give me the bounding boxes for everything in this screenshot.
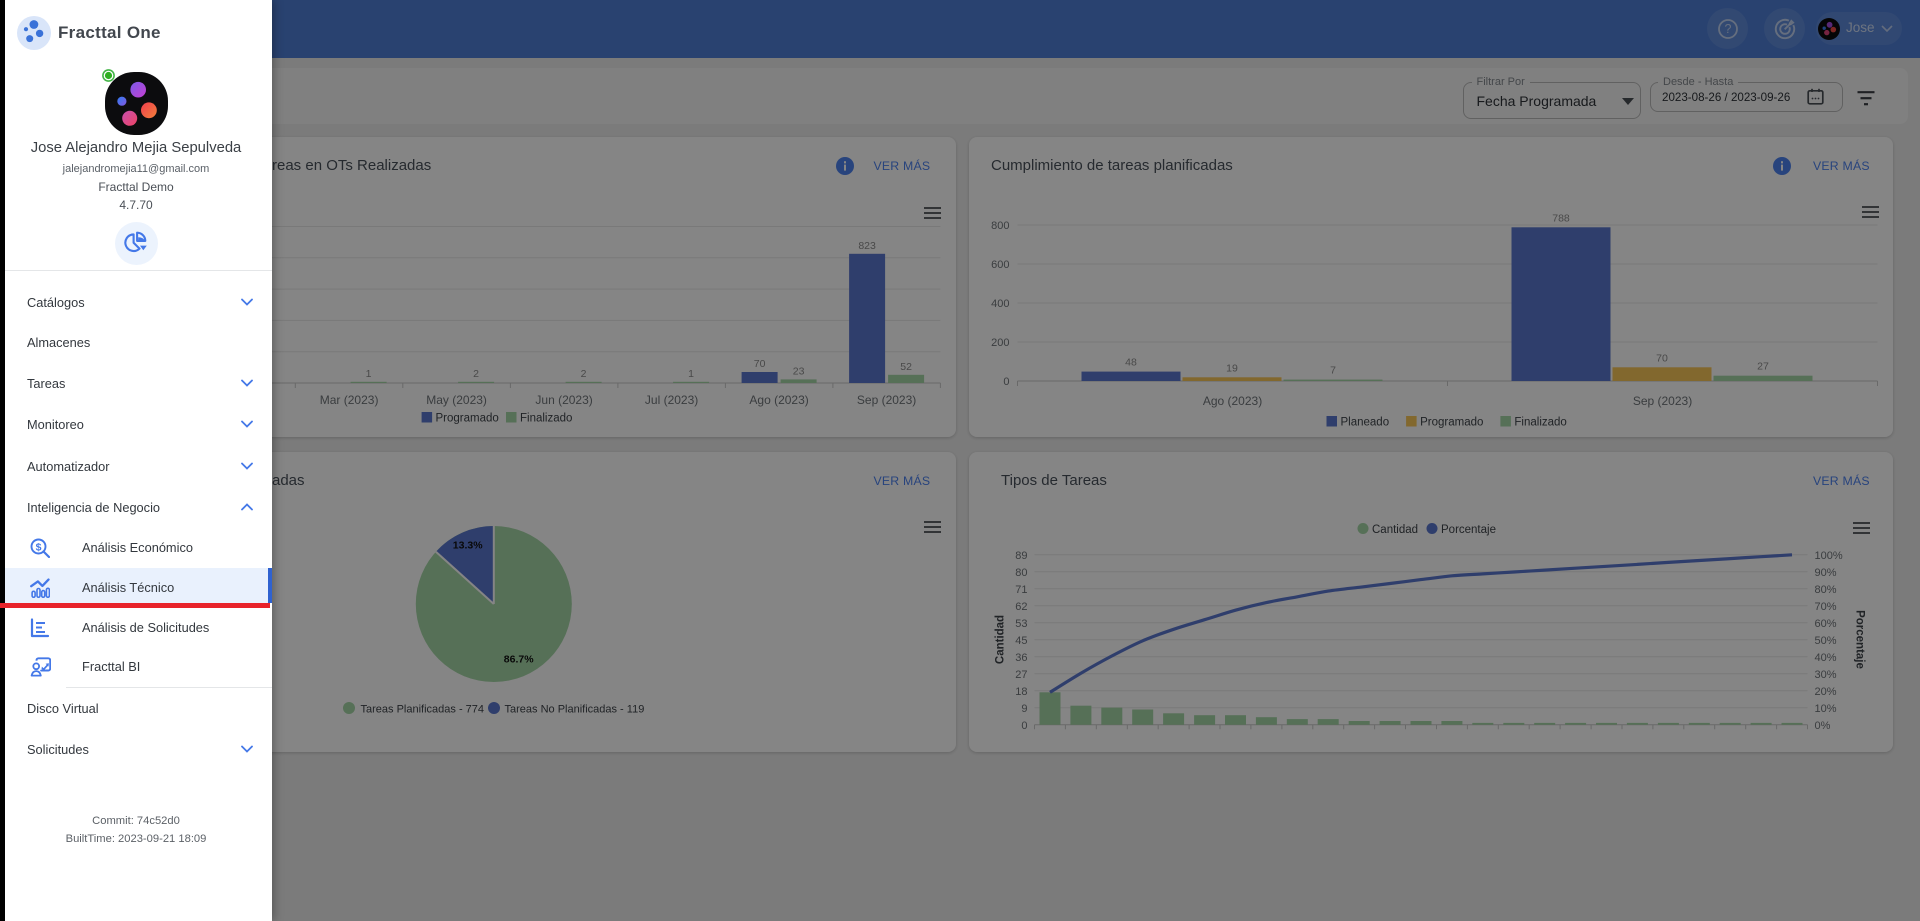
- svg-text:Porcentaje: Porcentaje: [1853, 610, 1865, 669]
- svg-text:100%: 100%: [1814, 549, 1842, 561]
- svg-text:2: 2: [581, 368, 587, 380]
- svg-text:1: 1: [688, 368, 694, 380]
- svg-text:0%: 0%: [1814, 719, 1830, 731]
- svg-text:0: 0: [1003, 376, 1009, 388]
- svg-text:Porcentaje: Porcentaje: [1441, 524, 1496, 536]
- svg-text:27: 27: [1015, 668, 1027, 680]
- svg-text:62: 62: [1015, 600, 1027, 612]
- svg-text:20%: 20%: [1814, 685, 1836, 697]
- svg-text:Jul (2023): Jul (2023): [645, 393, 698, 407]
- svg-text:Finalizado: Finalizado: [1514, 417, 1566, 429]
- svg-text:1: 1: [366, 368, 372, 380]
- svg-text:86.7%: 86.7%: [504, 653, 534, 665]
- svg-text:0: 0: [1021, 719, 1027, 731]
- svg-text:9: 9: [1021, 702, 1027, 714]
- svg-text:13.3%: 13.3%: [453, 539, 483, 551]
- svg-text:2: 2: [473, 368, 479, 380]
- svg-text:823: 823: [858, 240, 876, 252]
- svg-text:Sep (2023): Sep (2023): [857, 393, 916, 407]
- svg-text:Programado: Programado: [436, 413, 499, 425]
- svg-text:19: 19: [1226, 362, 1238, 374]
- svg-text:Cantidad: Cantidad: [994, 614, 1006, 663]
- svg-text:70%: 70%: [1814, 600, 1836, 612]
- svg-text:Jun (2023): Jun (2023): [535, 393, 592, 407]
- svg-text:May (2023): May (2023): [426, 393, 487, 407]
- svg-text:70: 70: [754, 358, 766, 370]
- svg-text:40%: 40%: [1814, 651, 1836, 663]
- svg-text:400: 400: [991, 298, 1009, 310]
- svg-text:Mar (2023): Mar (2023): [320, 393, 379, 407]
- svg-text:60%: 60%: [1814, 617, 1836, 629]
- svg-text:Finalizado: Finalizado: [520, 413, 572, 425]
- svg-text:800: 800: [991, 220, 1009, 232]
- svg-text:Tareas No Planificadas - 119: Tareas No Planificadas - 119: [505, 703, 645, 715]
- svg-text:52: 52: [900, 361, 912, 373]
- svg-text:788: 788: [1552, 212, 1570, 224]
- svg-text:80: 80: [1015, 566, 1027, 578]
- svg-text:Tareas Planificadas - 774: Tareas Planificadas - 774: [361, 703, 485, 715]
- svg-text:27: 27: [1757, 361, 1769, 373]
- svg-text:36: 36: [1015, 651, 1027, 663]
- svg-text:45: 45: [1015, 634, 1027, 646]
- svg-text:70: 70: [1656, 352, 1668, 364]
- svg-text:?: ?: [1724, 22, 1731, 36]
- svg-text:89: 89: [1015, 549, 1027, 561]
- svg-text:50%: 50%: [1814, 634, 1836, 646]
- svg-text:71: 71: [1015, 583, 1027, 595]
- svg-text:Sep (2023): Sep (2023): [1632, 394, 1691, 408]
- svg-text:53: 53: [1015, 617, 1027, 629]
- svg-text:18: 18: [1015, 685, 1027, 697]
- svg-text:48: 48: [1125, 357, 1137, 369]
- svg-text:10%: 10%: [1814, 702, 1836, 714]
- svg-text:Ago (2023): Ago (2023): [1202, 394, 1261, 408]
- svg-text:7: 7: [1330, 365, 1336, 377]
- svg-text:Programado: Programado: [1420, 417, 1483, 429]
- svg-text:80%: 80%: [1814, 583, 1836, 595]
- svg-text:Planeado: Planeado: [1340, 417, 1389, 429]
- svg-text:$: $: [36, 541, 42, 553]
- svg-text:Cantidad: Cantidad: [1372, 524, 1418, 536]
- svg-text:200: 200: [991, 337, 1009, 349]
- svg-text:30%: 30%: [1814, 668, 1836, 680]
- svg-text:90%: 90%: [1814, 566, 1836, 578]
- svg-text:23: 23: [793, 365, 805, 377]
- svg-text:Ago (2023): Ago (2023): [749, 393, 808, 407]
- svg-text:600: 600: [991, 259, 1009, 271]
